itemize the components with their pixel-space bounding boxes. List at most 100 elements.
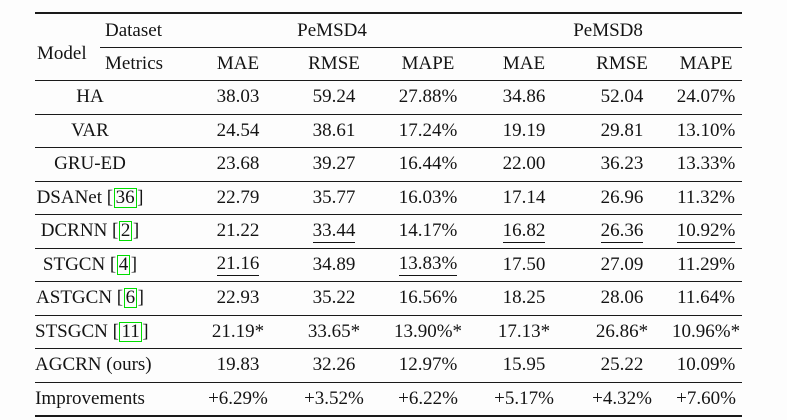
table-row: DCRNN [2] 21.22 33.44 14.17% 16.82 26.36 10.92…	[35, 214, 743, 249]
header-metric-mae-pemsd8: MAE	[474, 47, 575, 81]
value-cell: +5.17%	[494, 387, 554, 409]
citation-link[interactable]: 4	[116, 253, 131, 275]
value-cell: 14.17%	[382, 214, 475, 249]
value-cell: +6.29%	[208, 387, 268, 409]
table-row: Improvements +6.29% +3.52% +6.22% +5.17% +4.3…	[35, 382, 742, 416]
table-row: DSANet [36] 22.79 35.77 16.03% 17.14 26.96 11.…	[35, 181, 743, 215]
value-cell: 13.83%	[382, 248, 475, 282]
value-cell: 10.96%*	[670, 315, 743, 349]
model-name: DSANet [	[36, 186, 114, 208]
table-row: HA 38.03 59.24 27.88% 34.86 52.04 24.07%	[35, 80, 743, 115]
second-best-value: 26.36	[600, 219, 644, 243]
citation-bracket: ]	[142, 320, 149, 342]
value-cell: 25.22	[574, 348, 671, 383]
model-name: ASTGCN [	[36, 287, 124, 309]
value-cell: 23.68	[190, 147, 286, 182]
citation-bracket: ]	[132, 220, 140, 242]
model-cell: HA	[35, 80, 190, 115]
header-group-pemsd8: PeMSD8	[474, 13, 743, 48]
second-best-value: 16.82	[502, 219, 546, 243]
value-cell: +6.22%	[398, 387, 458, 409]
model-name: STSGCN [	[35, 320, 119, 342]
value-cell: 17.13*	[474, 315, 575, 349]
value-cell: 19.19	[474, 114, 575, 148]
value-cell: 21.19*	[190, 315, 286, 349]
header-model: Model	[35, 13, 100, 81]
model-cell: STSGCN [11]	[35, 315, 190, 349]
value-cell: 21.16	[190, 248, 286, 282]
value-cell: 36.23	[574, 147, 671, 182]
model-cell: AGCRN (ours)	[35, 348, 190, 383]
citation-link[interactable]: 11	[119, 320, 142, 342]
value-cell: 28.06	[574, 281, 671, 316]
model-cell: STGCN [4]	[35, 248, 190, 282]
value-cell: 16.82	[474, 214, 575, 249]
table-row: STSGCN [11] 21.19* 33.65* 13.90%* 17.13* 26.8…	[35, 315, 743, 349]
header-dataset: Dataset	[100, 13, 190, 48]
value-cell: +3.52%	[304, 387, 364, 409]
citation-bracket: ]	[137, 186, 144, 208]
value-cell: 26.86*	[574, 315, 671, 349]
value-cell: 17.50	[474, 248, 575, 282]
table-row: VAR 24.54 38.61 17.24% 19.19 29.81 13.10%	[35, 114, 743, 148]
value-cell: 21.22	[190, 214, 286, 249]
value-cell: 59.24	[286, 80, 382, 115]
value-cell: 17.14	[474, 181, 575, 215]
model-cell: DCRNN [2]	[35, 214, 190, 249]
second-best-value: 33.44	[312, 219, 356, 243]
second-best-value: 10.92%	[676, 219, 736, 243]
value-cell: 16.56%	[382, 281, 475, 316]
table-row: AGCRN (ours) 19.83 32.26 12.97% 15.95 25.22 10…	[35, 348, 743, 383]
header-group-pemsd4: PeMSD4	[190, 13, 475, 48]
model-cell: ASTGCN [6]	[35, 281, 190, 316]
header-metrics: Metrics	[100, 47, 190, 81]
value-cell: 13.10%	[670, 114, 743, 148]
model-cell: GRU-ED	[35, 147, 190, 182]
value-cell: 24.07%	[670, 80, 743, 115]
value-cell: 38.03	[190, 80, 286, 115]
value-cell: 35.77	[286, 181, 382, 215]
citation-link[interactable]: 6	[123, 287, 138, 309]
value-cell: 11.64%	[670, 281, 743, 316]
value-cell: 52.04	[574, 80, 671, 115]
value-cell: 17.24%	[382, 114, 475, 148]
citation-link[interactable]: 36	[113, 186, 137, 208]
value-cell: 15.95	[474, 348, 575, 383]
value-cell: 19.83	[190, 348, 286, 383]
value-cell: 13.33%	[670, 147, 743, 182]
model-name: DCRNN [	[40, 220, 119, 242]
value-cell: 26.96	[574, 181, 671, 215]
value-cell: 26.36	[574, 214, 671, 249]
value-cell: 27.88%	[382, 80, 475, 115]
value-cell: 24.54	[190, 114, 286, 148]
citation-link[interactable]: 2	[118, 220, 133, 242]
table-row: GRU-ED 23.68 39.27 16.44% 22.00 36.23 13.33%	[35, 147, 743, 182]
header-row-metrics: Metrics MAE RMSE MAPE MAE RMSE MAPE	[35, 47, 743, 81]
value-cell: 38.61	[286, 114, 382, 148]
value-cell: 34.86	[474, 80, 575, 115]
header-metric-mape-pemsd4: MAPE	[382, 47, 475, 81]
model-name: STGCN [	[42, 253, 117, 275]
table-row: ASTGCN [6] 22.93 35.22 16.56% 18.25 28.06 11.6…	[35, 281, 743, 316]
value-cell: 11.29%	[670, 248, 743, 282]
model-cell: VAR	[35, 114, 190, 148]
header-metric-rmse-pemsd8: RMSE	[574, 47, 671, 81]
value-cell: 29.81	[574, 114, 671, 148]
citation-bracket: ]	[130, 253, 138, 275]
second-best-value: 21.16	[216, 253, 260, 277]
value-cell: 22.93	[190, 281, 286, 316]
value-cell: +4.32%	[592, 387, 652, 409]
header-row-dataset: Model Dataset PeMSD4 PeMSD8	[35, 13, 743, 81]
value-cell: 35.22	[286, 281, 382, 316]
value-cell: 39.27	[286, 147, 382, 182]
results-table: Model Dataset PeMSD4 PeMSD8 Metrics MAE …	[35, 12, 743, 417]
value-cell: 16.44%	[382, 147, 475, 182]
value-cell: 11.32%	[670, 181, 743, 215]
value-cell: 32.26	[286, 348, 382, 383]
value-cell: 34.89	[286, 248, 382, 282]
value-cell: 16.03%	[382, 181, 475, 215]
value-cell: +7.60%	[676, 387, 736, 409]
value-cell: 13.90%*	[382, 315, 475, 349]
model-cell: DSANet [36]	[35, 181, 190, 215]
